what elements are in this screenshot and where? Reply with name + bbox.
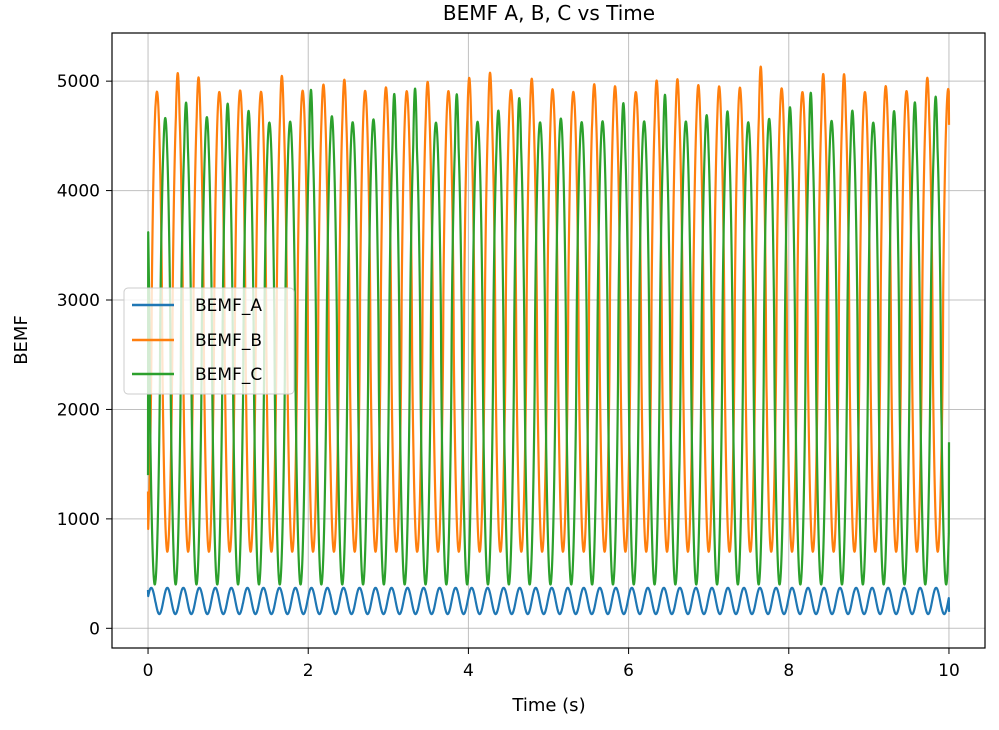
x-tick-label: 2	[303, 661, 314, 681]
legend: BEMF_A BEMF_B BEMF_C	[123, 287, 295, 395]
x-tick-label: 4	[463, 661, 474, 681]
x-axis-title: Time (s)	[511, 695, 585, 716]
y-tick-label: 3000	[57, 291, 100, 311]
series-layer	[146, 65, 951, 616]
tick-layer: 0 2 4 6 8 10 0 1000 2000 3000 4000 5000	[57, 72, 960, 681]
y-tick-label: 1000	[57, 510, 100, 530]
x-tick-label: 8	[783, 661, 794, 681]
legend-box	[123, 287, 295, 395]
series-line-bemf-a	[146, 586, 951, 616]
x-tick-label: 10	[938, 661, 960, 681]
legend-label-bemf-c: BEMF_C	[195, 365, 262, 385]
y-tick-label: 5000	[57, 72, 100, 92]
y-axis-title: BEMF	[11, 315, 32, 365]
legend-label-bemf-b: BEMF_B	[195, 331, 262, 351]
series-line-bemf-c	[146, 87, 951, 586]
y-tick-label: 4000	[57, 182, 100, 202]
x-tick-label: 6	[623, 661, 634, 681]
chart-title: BEMF A, B, C vs Time	[443, 1, 655, 25]
plot-frame	[111, 32, 986, 649]
series-line-bemf-b	[146, 65, 951, 553]
legend-label-bemf-a: BEMF_A	[195, 296, 262, 316]
x-tick-label: 0	[143, 661, 154, 681]
y-tick-label: 0	[89, 619, 100, 639]
y-tick-label: 2000	[57, 400, 100, 420]
